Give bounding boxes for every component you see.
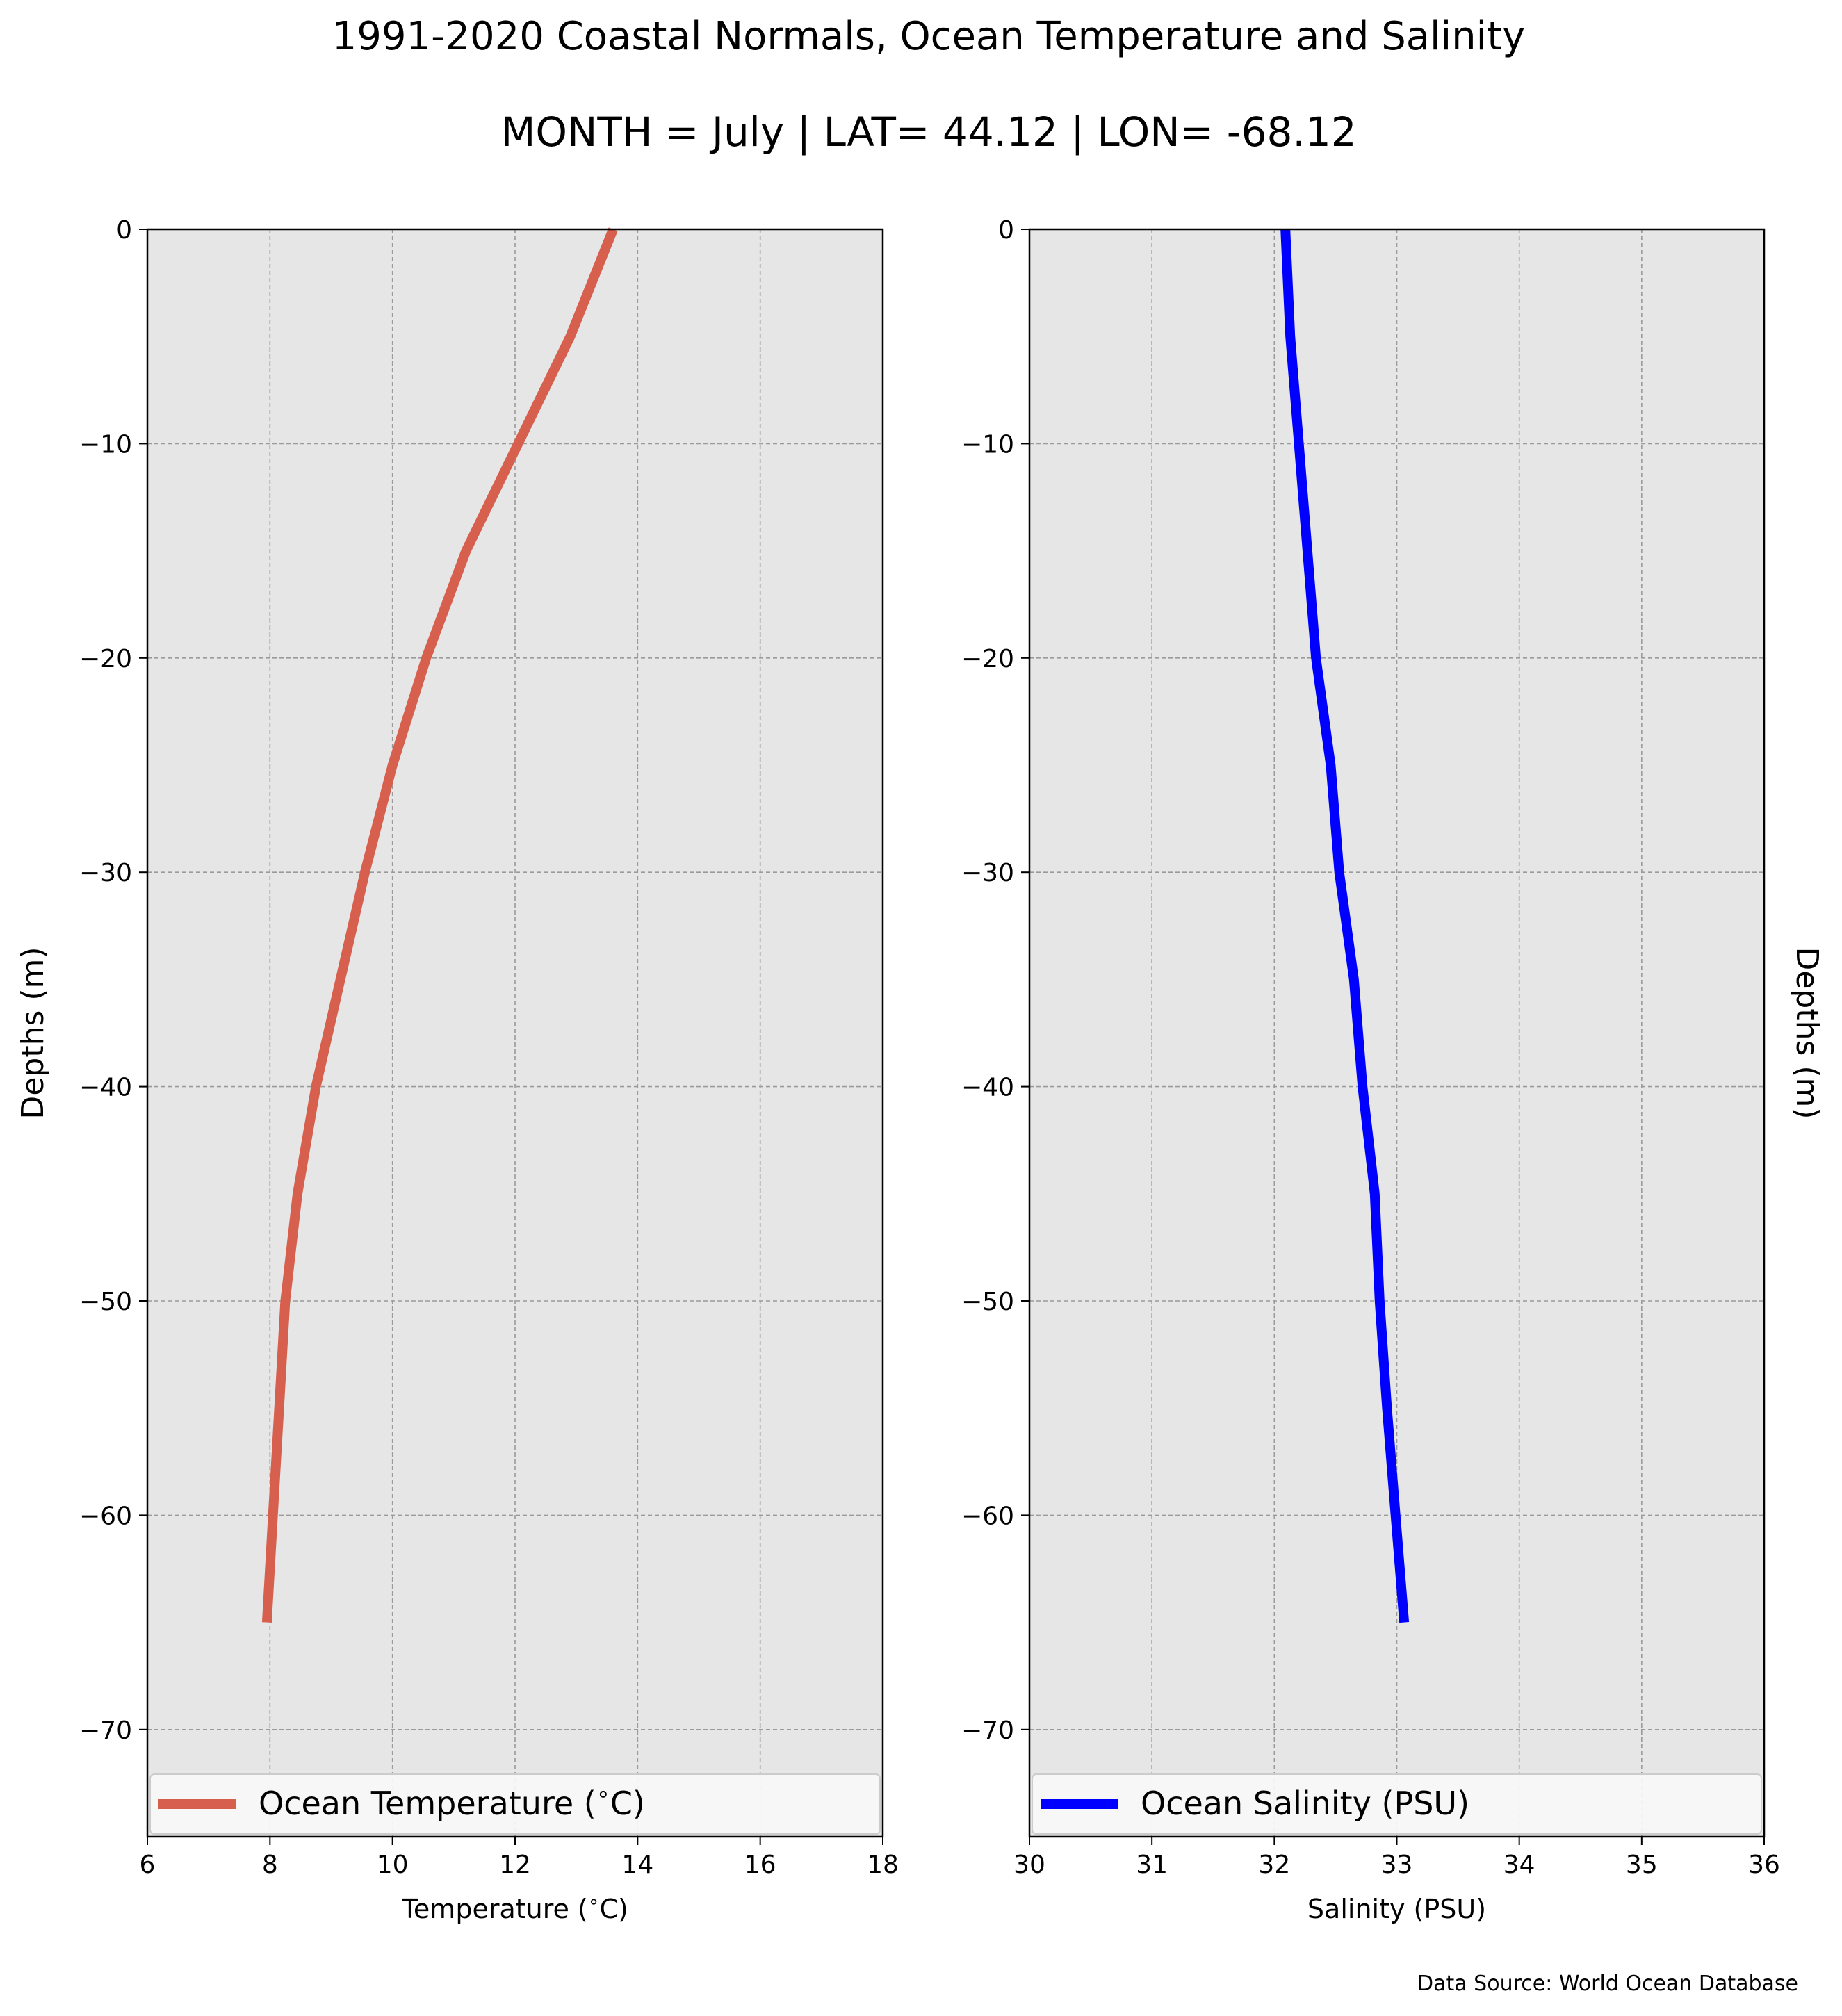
temperature-plot-area: [147, 229, 883, 1837]
salinity-legend-label: Ocean Salinity (PSU): [1141, 1785, 1469, 1822]
temperature-y-tick-label: 0: [116, 216, 132, 245]
temperature-x-axis-label: Temperature (∘C): [401, 1891, 628, 1925]
salinity-y-tick-label: −40: [961, 1074, 1014, 1102]
salinity-y-axis-label: Depths (m): [1789, 946, 1825, 1119]
salinity-y-tick-label: −50: [961, 1288, 1014, 1316]
temperature-legend-box: [149, 1773, 881, 1835]
temperature-y-tick-label: −30: [79, 859, 132, 887]
salinity-x-tick-label: 31: [1136, 1851, 1168, 1879]
temperature-x-tick-label: 14: [621, 1851, 653, 1879]
salinity-y-tick-label: −30: [961, 859, 1014, 887]
salinity-y-tick-label: −10: [961, 430, 1014, 459]
salinity-y-tick-label: −70: [961, 1716, 1014, 1745]
temperature-panel: 6 8 10 12 14 16 18 0 −10 −20 −30 −40 −50 −60 −70 Temper…: [15, 216, 899, 1924]
chart-title: 1991-2020 Coastal Normals, Ocean Tempera…: [332, 14, 1526, 59]
temperature-legend-label: Ocean Temperature (∘C): [259, 1780, 645, 1822]
salinity-y-tick-label: 0: [998, 216, 1014, 245]
salinity-y-tick-label: −60: [961, 1502, 1014, 1530]
salinity-x-tick-label: 36: [1748, 1851, 1780, 1879]
salinity-panel: 30 31 32 33 34 35 36 0 −10 −20 −30 −40 −50 −60 −70 Sali…: [961, 216, 1825, 1924]
salinity-x-axis-label: Salinity (PSU): [1307, 1894, 1486, 1924]
temperature-y-tick-label: −60: [79, 1502, 132, 1530]
salinity-x-tick-label: 34: [1503, 1851, 1535, 1879]
temperature-x-tick-label: 10: [377, 1851, 409, 1879]
salinity-x-tick-label: 35: [1626, 1851, 1658, 1879]
chart-subtitle: MONTH = July | LAT= 44.12 | LON= -68.12: [500, 108, 1356, 156]
temperature-series-line: [261, 227, 618, 1623]
salinity-y-tick-label: −20: [961, 645, 1014, 673]
temperature-y-tick-label: −70: [79, 1716, 132, 1745]
temperature-y-tick-label: −10: [79, 430, 132, 459]
temperature-x-tick-label: 16: [744, 1851, 776, 1879]
temperature-y-tick-label: −40: [79, 1074, 132, 1102]
temperature-x-tick-label: 6: [140, 1851, 156, 1879]
temperature-y-axis-label: Depths (m): [15, 946, 51, 1119]
temperature-x-tick-label: 18: [867, 1851, 899, 1879]
salinity-legend-box: [1032, 1773, 1762, 1835]
temperature-x-tick-label: 12: [499, 1851, 531, 1879]
temperature-y-tick-label: −20: [79, 645, 132, 673]
temperature-legend: Ocean Temperature (∘C): [149, 1773, 881, 1835]
salinity-plot-area: [1029, 229, 1764, 1837]
temperature-x-tick-label: 8: [262, 1851, 278, 1879]
salinity-x-tick-label: 30: [1013, 1851, 1045, 1879]
salinity-x-tick-label: 33: [1381, 1851, 1413, 1879]
data-source-note: Data Source: World Ocean Database: [1417, 1972, 1798, 1996]
salinity-series-line: [1280, 229, 1410, 1623]
salinity-legend: Ocean Salinity (PSU): [1032, 1773, 1762, 1835]
salinity-x-tick-label: 32: [1258, 1851, 1290, 1879]
temperature-y-tick-label: −50: [79, 1288, 132, 1316]
